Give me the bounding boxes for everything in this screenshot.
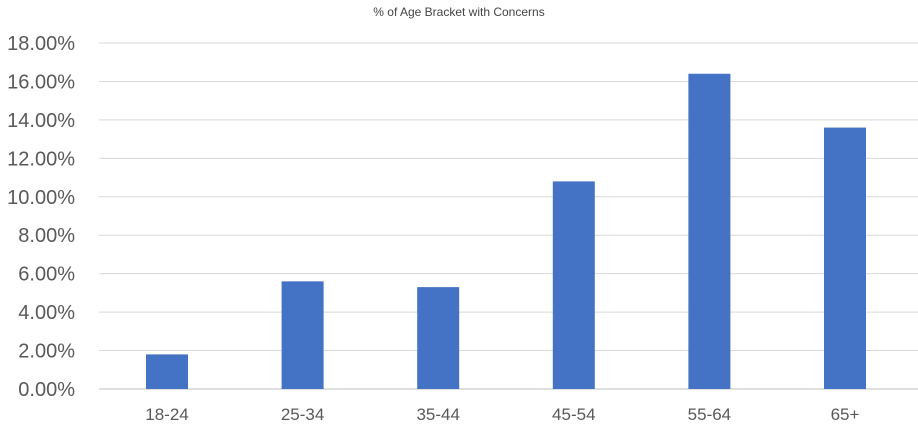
bar-45-54 (552, 181, 595, 389)
y-tick-label: 8.00% (18, 225, 75, 247)
gridlines (99, 42, 918, 390)
bars (146, 73, 866, 390)
y-tick-label: 0.00% (18, 379, 75, 401)
x-tick-label: 35-44 (416, 405, 459, 424)
bar-55-64 (688, 73, 731, 389)
x-tick-label: 45-54 (552, 405, 595, 424)
x-tick-label: 18-24 (145, 405, 188, 424)
y-tick-label: 18.00% (7, 33, 75, 55)
y-tick-label: 14.00% (7, 110, 75, 132)
y-tick-label: 4.00% (18, 302, 75, 324)
y-tick-label: 12.00% (7, 148, 75, 170)
bar-18-24 (146, 354, 188, 389)
chart-title: % of Age Bracket with Concerns (373, 5, 545, 19)
x-axis-ticks: 18-24 25-34 35-44 45-54 55-64 65+ (145, 405, 859, 424)
bar-65+ (824, 127, 866, 390)
x-tick-label: 65+ (831, 405, 860, 424)
y-tick-label: 6.00% (18, 264, 75, 286)
y-tick-label: 2.00% (18, 341, 75, 363)
y-tick-label: 16.00% (7, 71, 75, 93)
x-tick-label: 25-34 (281, 405, 324, 424)
bar-25-34 (281, 281, 324, 389)
y-axis-ticks: 0.00% 2.00% 4.00% 6.00% 8.00% 10.00% 12.00% 14.… (7, 33, 75, 401)
x-tick-label: 55-64 (688, 405, 731, 424)
bar-35-44 (417, 287, 460, 389)
y-tick-label: 10.00% (7, 187, 75, 209)
